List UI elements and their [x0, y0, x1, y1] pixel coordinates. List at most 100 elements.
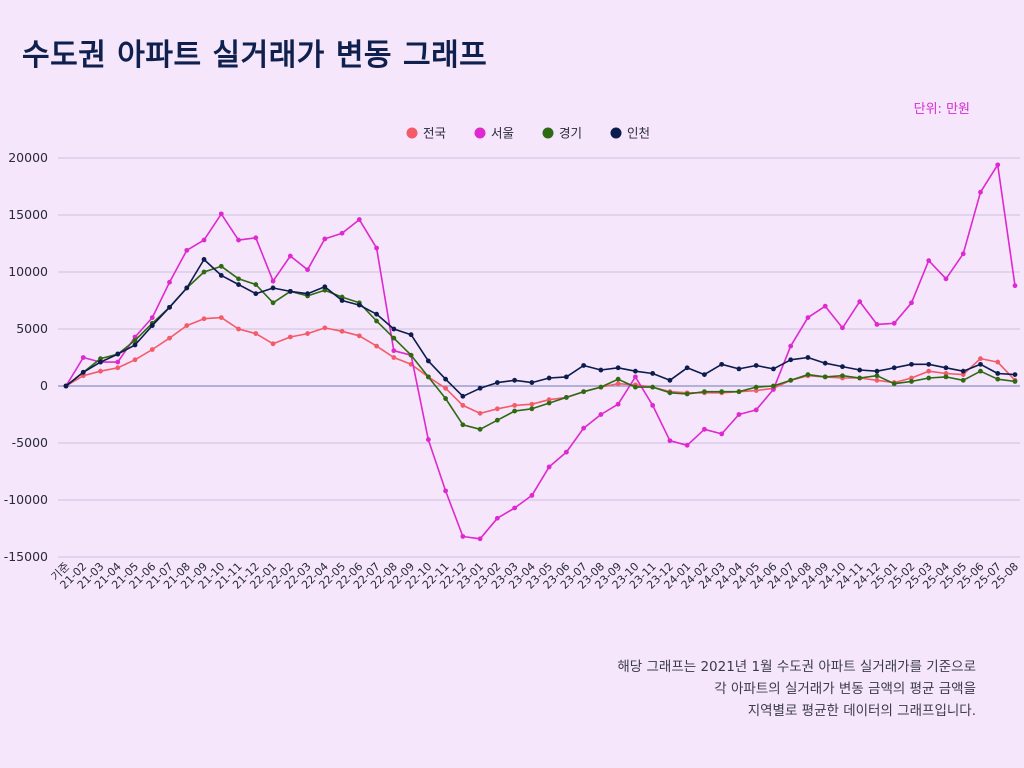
data-point-경기 — [529, 406, 535, 412]
data-point-경기 — [978, 368, 983, 374]
data-point-서울 — [1012, 283, 1018, 289]
data-point-인천 — [270, 285, 276, 291]
data-point-인천 — [512, 377, 518, 383]
data-point-전국 — [167, 335, 172, 341]
data-point-서울 — [460, 534, 466, 539]
data-point-전국 — [494, 406, 500, 412]
data-point-인천 — [167, 304, 172, 310]
data-point-전국 — [305, 331, 310, 336]
data-point-경기 — [477, 426, 483, 432]
data-point-서울 — [494, 515, 500, 521]
data-point-경기 — [598, 384, 604, 390]
legend-label: 전국 — [423, 126, 446, 141]
data-point-인천 — [477, 385, 483, 391]
data-point-서울 — [236, 237, 241, 243]
data-point-경기 — [236, 276, 241, 282]
data-point-인천 — [874, 368, 880, 374]
data-point-경기 — [546, 400, 552, 406]
data-point-인천 — [891, 365, 897, 371]
data-point-전국 — [460, 402, 466, 408]
data-point-전국 — [546, 397, 552, 403]
data-point-경기 — [1012, 379, 1018, 384]
footnote-line: 해당 그래프는 2021년 1월 수도권 아파트 실거래가를 기준으로 — [617, 659, 976, 675]
data-point-전국 — [270, 341, 276, 347]
data-point-전국 — [995, 359, 1001, 365]
data-point-경기 — [322, 287, 328, 293]
data-point-서울 — [167, 279, 172, 285]
data-point-인천 — [615, 365, 621, 371]
data-point-전국 — [391, 355, 397, 360]
data-point-인천 — [201, 257, 207, 262]
series-line-서울 — [65, 164, 1016, 540]
data-point-인천 — [822, 360, 828, 366]
data-point-경기 — [909, 379, 914, 384]
data-point-인천 — [943, 365, 949, 371]
data-point-인천 — [374, 311, 379, 317]
data-point-경기 — [874, 373, 880, 379]
data-point-경기 — [702, 389, 707, 395]
data-point-인천 — [581, 363, 587, 368]
data-point-인천 — [719, 361, 725, 367]
data-point-인천 — [546, 375, 552, 381]
series-line-인천 — [65, 258, 1016, 398]
data-point-서울 — [719, 431, 725, 437]
data-point-서울 — [736, 412, 742, 417]
data-point-전국 — [322, 325, 328, 331]
data-point-전국 — [374, 343, 379, 349]
data-point-전국 — [132, 357, 138, 363]
data-point-서울 — [201, 237, 207, 243]
data-point-서울 — [650, 402, 656, 408]
data-point-인천 — [771, 366, 776, 372]
y-tick-label: 10000 — [8, 264, 48, 279]
data-point-서울 — [633, 374, 638, 380]
data-point-서울 — [995, 162, 1001, 168]
data-point-인천 — [305, 291, 310, 297]
data-point-전국 — [149, 347, 155, 352]
data-point-전국 — [529, 401, 535, 407]
data-point-서울 — [909, 300, 914, 306]
data-point-경기 — [98, 356, 103, 362]
unit-label: 단위: 만원 — [913, 102, 970, 117]
data-point-경기 — [443, 396, 448, 401]
data-point-경기 — [201, 269, 207, 275]
data-point-경기 — [960, 377, 966, 383]
data-point-인천 — [287, 288, 293, 294]
footnote-line: 지역별로 평균한 데이터의 그래프입니다. — [747, 703, 976, 719]
data-point-전국 — [477, 410, 483, 416]
data-point-경기 — [132, 338, 138, 343]
data-point-전국 — [218, 315, 224, 320]
data-point-인천 — [1012, 372, 1018, 377]
data-point-경기 — [615, 376, 621, 382]
data-point-인천 — [633, 368, 638, 374]
data-point-전국 — [201, 316, 207, 322]
data-point-전국 — [960, 372, 966, 377]
line-chart: 20000150001000050000-5000-10000-15000기준2… — [4, 126, 1021, 592]
data-point-서울 — [443, 488, 448, 494]
data-point-전국 — [926, 368, 932, 374]
legend-marker — [610, 127, 622, 139]
data-point-전국 — [339, 328, 345, 334]
y-tick-label: -15000 — [4, 549, 48, 564]
data-point-서울 — [926, 258, 932, 263]
data-point-경기 — [753, 384, 759, 390]
data-point-인천 — [63, 383, 69, 389]
data-point-경기 — [943, 374, 949, 380]
data-point-서울 — [115, 359, 121, 365]
data-point-경기 — [374, 318, 379, 324]
data-point-서울 — [960, 251, 966, 257]
data-point-서울 — [771, 387, 776, 392]
data-point-인천 — [115, 351, 121, 357]
data-point-인천 — [598, 367, 604, 373]
data-point-인천 — [909, 361, 914, 367]
data-point-인천 — [978, 361, 983, 367]
series-line-경기 — [65, 265, 1016, 431]
data-point-인천 — [149, 323, 155, 328]
data-point-전국 — [184, 323, 190, 328]
data-point-인천 — [960, 368, 966, 374]
data-point-전국 — [287, 334, 293, 340]
data-point-경기 — [512, 408, 518, 414]
data-point-경기 — [926, 375, 932, 381]
data-point-서울 — [805, 315, 811, 320]
data-point-경기 — [408, 352, 414, 358]
data-point-전국 — [943, 371, 949, 376]
